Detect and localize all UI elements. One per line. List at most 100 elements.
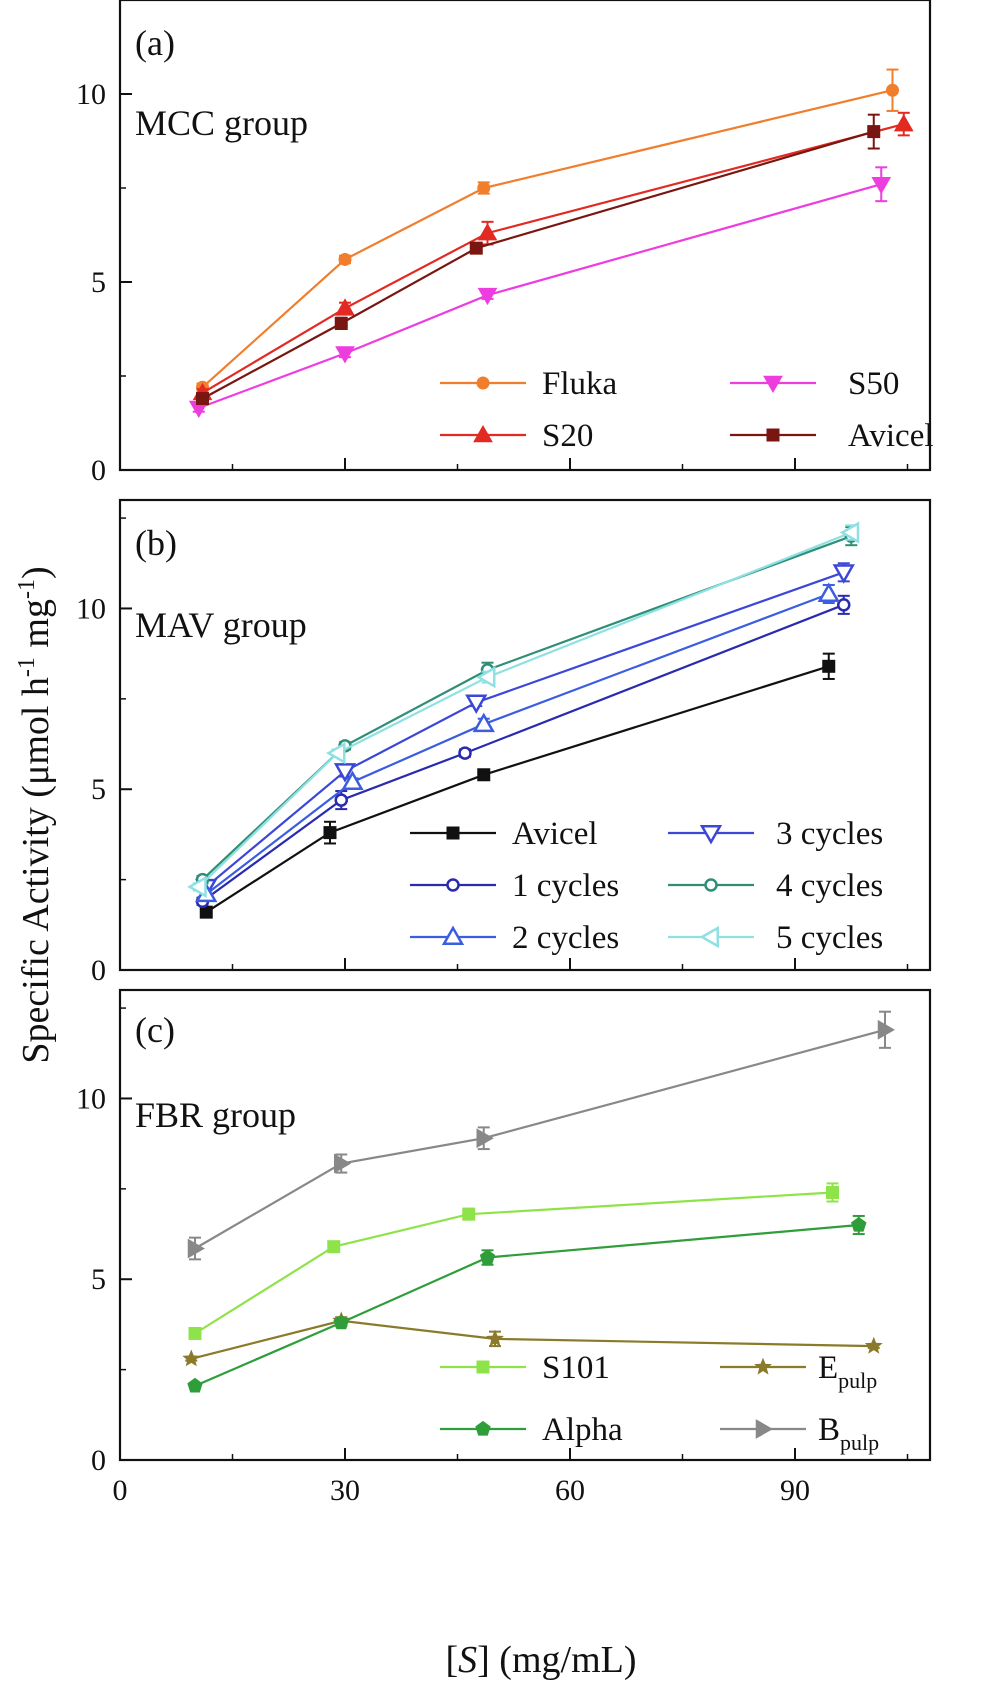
legend-label: S50	[848, 366, 899, 402]
panel-group-label: FBR group	[135, 1095, 296, 1135]
y-tick-label: 5	[91, 1263, 106, 1296]
y-tick-label: 10	[76, 78, 106, 111]
data-point	[475, 665, 496, 689]
data-point	[871, 176, 892, 195]
data-point	[477, 223, 498, 241]
x-axis-title: [S] (mg/mL)	[445, 1639, 636, 1681]
legend-item: Fluka	[440, 366, 618, 402]
panel-b: 0 5 10 (b) MAV group Avicel 3 cycles 1 cycles 4 …	[76, 498, 932, 987]
legend-label: 1 cycles	[512, 868, 619, 904]
series-alpha	[187, 1214, 867, 1393]
legend-marker	[476, 1360, 490, 1374]
data-point	[486, 1329, 504, 1347]
legend-item: S20	[440, 418, 593, 454]
series-avicel	[199, 652, 836, 919]
data-point	[886, 83, 899, 97]
series-line	[201, 535, 852, 881]
panel-group-label: MAV group	[135, 605, 307, 645]
data-point	[334, 1153, 352, 1174]
data-point	[893, 114, 914, 132]
legend-marker	[755, 1419, 774, 1439]
legend-label: Bpulp	[818, 1412, 879, 1455]
legend-item: Avicel	[410, 816, 598, 852]
legend-item: Avicel	[730, 418, 934, 454]
data-point	[462, 1207, 476, 1221]
legend-label: S101	[542, 1350, 610, 1386]
data-point	[187, 875, 207, 899]
legend: Fluka S50 S20 Avicel	[440, 366, 934, 454]
series-fluka	[196, 68, 899, 394]
legend-item: Epulp	[720, 1350, 877, 1393]
data-point	[334, 316, 348, 330]
data-point	[335, 298, 355, 316]
data-point	[325, 741, 346, 765]
data-point	[826, 1185, 839, 1199]
legend-marker	[446, 878, 460, 892]
data-point	[472, 712, 495, 733]
series-line	[194, 1191, 833, 1335]
data-point	[832, 564, 855, 584]
series-line	[205, 665, 830, 914]
data-point	[187, 1238, 206, 1259]
series-line	[191, 1319, 874, 1360]
data-point	[182, 1349, 201, 1367]
legend-label: 2 cycles	[512, 920, 619, 956]
panel-group-label: MCC group	[135, 103, 308, 143]
legend-item: Bpulp	[720, 1412, 879, 1455]
data-point	[864, 1336, 883, 1354]
data-point	[479, 1249, 496, 1265]
series-line	[201, 123, 905, 394]
series-line	[194, 1223, 859, 1387]
data-point	[839, 521, 860, 544]
series-line	[198, 183, 882, 410]
series-s20	[192, 111, 914, 401]
legend-marker	[763, 375, 783, 394]
legend-item: 5 cycles	[668, 920, 883, 956]
legend-item: 4 cycles	[668, 868, 883, 904]
series-line	[194, 1028, 886, 1250]
data-point	[867, 125, 881, 139]
legend-label: Alpha	[542, 1412, 623, 1448]
panel-tag: (b)	[135, 523, 177, 563]
series-line	[205, 571, 845, 888]
legend-label: Epulp	[818, 1350, 877, 1393]
legend-item: S50	[730, 366, 899, 402]
y-tick-label: 0	[91, 954, 106, 987]
legend-item: Alpha	[440, 1412, 623, 1448]
legend-item: 2 cycles	[410, 920, 619, 956]
data-point	[327, 1240, 341, 1254]
data-point	[465, 694, 488, 714]
legend-item: 1 cycles	[410, 868, 619, 904]
data-point	[335, 346, 355, 364]
y-tick-label: 0	[91, 454, 106, 487]
series-1-cycles	[195, 594, 851, 909]
data-point	[188, 1326, 202, 1340]
data-point	[817, 582, 840, 602]
legend-marker	[754, 1357, 772, 1375]
series-line	[201, 603, 845, 903]
legend-label: 5 cycles	[776, 920, 883, 956]
legend-item: 3 cycles	[668, 816, 883, 852]
data-point	[333, 763, 357, 783]
panel-tag: (a)	[135, 23, 175, 63]
plot-frame	[118, 988, 932, 1462]
data-point	[338, 252, 352, 266]
data-point	[196, 392, 209, 406]
data-point	[333, 1314, 349, 1330]
legend-marker	[446, 826, 460, 840]
panel-a: 0 5 10 (a) MCC group Fluka S50 S20 Avicel	[76, 0, 934, 487]
panel-c: 0 5 10 0 30 60 90 (c) FBR group S101 Epulp Alpha Bpu…	[76, 988, 932, 1507]
legend-marker	[475, 1420, 491, 1436]
legend-item: S101	[440, 1350, 610, 1386]
legend-label: 3 cycles	[776, 816, 883, 852]
data-point	[477, 287, 498, 306]
data-point	[851, 1216, 867, 1232]
data-point	[458, 746, 472, 760]
series-e-pulp	[182, 1311, 883, 1367]
data-point	[477, 768, 491, 782]
x-tick-label: 60	[555, 1474, 585, 1507]
data-point	[822, 659, 836, 673]
x-tick-label: 0	[113, 1474, 128, 1507]
data-point	[187, 1377, 203, 1393]
